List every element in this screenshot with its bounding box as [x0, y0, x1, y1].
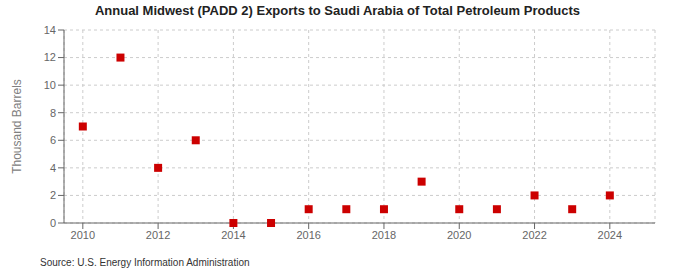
svg-text:2022: 2022: [522, 229, 546, 241]
svg-text:2012: 2012: [146, 229, 170, 241]
svg-text:2: 2: [50, 189, 56, 201]
html-text:Annual Midwest (PADD 2) Export: Annual Midwest (PADD 2) Exports to Saudi…: [94, 3, 581, 18]
html-text:Source: U.S. Energy Informatio: Source: U.S. Energy Information Administ…: [40, 257, 250, 268]
svg-text:2010: 2010: [71, 229, 95, 241]
svg-text:Thousand Barrels: Thousand Barrels: [10, 79, 24, 174]
svg-text:2016: 2016: [296, 229, 320, 241]
svg-text:2020: 2020: [447, 229, 471, 241]
svg-text:10: 10: [44, 79, 56, 91]
svg-text:2024: 2024: [598, 229, 622, 241]
svg-text:6: 6: [50, 134, 56, 146]
svg-text:2018: 2018: [372, 229, 396, 241]
svg-text:2014: 2014: [221, 229, 245, 241]
svg-text:0: 0: [50, 217, 56, 229]
svg-text:14: 14: [44, 24, 56, 36]
svg-text:12: 12: [44, 51, 56, 63]
svg-text:8: 8: [50, 107, 56, 119]
svg-text:4: 4: [50, 162, 56, 174]
